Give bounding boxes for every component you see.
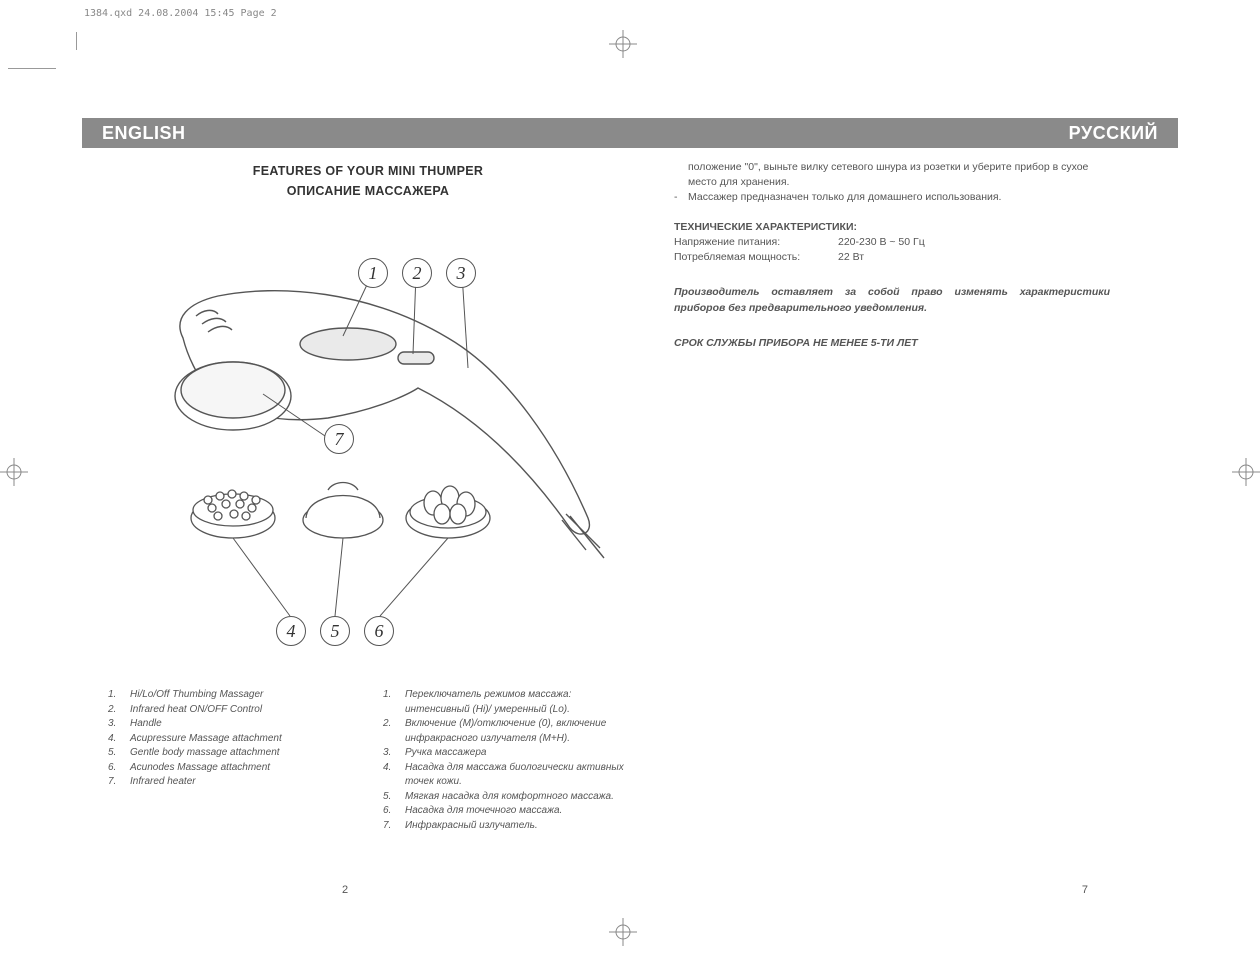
list-text: Насадка для точечного массажа.: [405, 804, 562, 819]
page-number-left: 2: [342, 884, 348, 896]
list-num: 5.: [108, 746, 130, 761]
list-num: 4.: [108, 732, 130, 747]
registration-mark-bottom: [609, 918, 637, 946]
bullet-dash: [674, 160, 688, 190]
list-num: 6.: [108, 761, 130, 776]
language-header-bar: ENGLISH РУССКИЙ: [82, 118, 1178, 148]
title-en: FEATURES OF YOUR MINI THUMPER: [108, 164, 628, 178]
list-text: Включение (M)/отключение (0), включение …: [405, 717, 628, 746]
list-num: 3.: [383, 746, 405, 761]
callout-3: 3: [446, 258, 476, 288]
list-num: 5.: [383, 790, 405, 805]
list-text: Насадка для массажа биологически активны…: [405, 761, 628, 790]
list-num: 2.: [108, 703, 130, 718]
list-num: 6.: [383, 804, 405, 819]
list-text: Инфракрасный излучатель.: [405, 819, 538, 834]
callout-1: 1: [358, 258, 388, 288]
feature-list-en: 1.Hi/Lo/Off Thumbing Massager 2.Infrared…: [108, 688, 353, 833]
spec-label: Потребляемая мощность:: [674, 250, 838, 265]
list-text: Acupressure Massage attachment: [130, 732, 282, 747]
list-num: 1.: [108, 688, 130, 703]
right-page: положение "0", выньте вилку сетевого шну…: [674, 160, 1110, 351]
lang-russian-label: РУССКИЙ: [1069, 123, 1158, 144]
registration-mark-left: [0, 458, 28, 486]
callout-2: 2: [402, 258, 432, 288]
spec-value: 22 Вт: [838, 250, 864, 265]
callout-7: 7: [324, 424, 354, 454]
list-num: 7.: [383, 819, 405, 834]
title-ru: ОПИСАНИЕ МАССАЖЕРА: [108, 184, 628, 198]
registration-mark-top: [609, 30, 637, 58]
list-num: 4.: [383, 761, 405, 790]
list-num: 7.: [108, 775, 130, 790]
list-text: Ручка массажера: [405, 746, 486, 761]
prepress-header: 1384.qxd 24.08.2004 15:45 Page 2: [84, 8, 277, 19]
list-text: Hi/Lo/Off Thumbing Massager: [130, 688, 263, 703]
lang-english-label: ENGLISH: [102, 123, 186, 144]
spec-row: Напряжение питания: 220-230 В ~ 50 Гц: [674, 235, 1110, 250]
crop-tick: [76, 32, 77, 50]
spec-value: 220-230 В ~ 50 Гц: [838, 235, 925, 250]
list-text: Infrared heater: [130, 775, 196, 790]
usage-notes-list: положение "0", выньте вилку сетевого шну…: [674, 160, 1110, 206]
list-text: Gentle body massage attachment: [130, 746, 280, 761]
list-text: Переключатель режимов массажа: интенсивн…: [405, 688, 628, 717]
callout-4: 4: [276, 616, 306, 646]
feature-list-ru: 1.Переключатель режимов массажа: интенси…: [383, 688, 628, 833]
bullet-dash: -: [674, 190, 688, 205]
list-text: Handle: [130, 717, 162, 732]
disclaimer-text: Производитель оставляет за собой право и…: [674, 285, 1110, 315]
list-num: 2.: [383, 717, 405, 746]
lifespan-text: СРОК СЛУЖБЫ ПРИБОРА НЕ МЕНЕЕ 5-ТИ ЛЕТ: [674, 336, 1110, 351]
list-num: 1.: [383, 688, 405, 717]
note-text: положение "0", выньте вилку сетевого шну…: [688, 160, 1110, 190]
registration-mark-right: [1232, 458, 1260, 486]
list-text: Мягкая насадка для комфортного массажа.: [405, 790, 614, 805]
list-text: Infrared heat ON/OFF Control: [130, 703, 262, 718]
specs-heading: ТЕХНИЧЕСКИЕ ХАРАКТЕРИСТИКИ:: [674, 220, 1110, 235]
list-num: 3.: [108, 717, 130, 732]
note-text: Массажер предназначен только для домашне…: [688, 190, 1001, 205]
product-diagram: 1 2 3 7 4 5 6: [118, 218, 618, 658]
spec-row: Потребляемая мощность: 22 Вт: [674, 250, 1110, 265]
page-number-right: 7: [1082, 884, 1088, 896]
left-page: FEATURES OF YOUR MINI THUMPER ОПИСАНИЕ М…: [108, 158, 628, 833]
titles-block: FEATURES OF YOUR MINI THUMPER ОПИСАНИЕ М…: [108, 164, 628, 198]
list-text: Acunodes Massage attachment: [130, 761, 270, 776]
feature-lists: 1.Hi/Lo/Off Thumbing Massager 2.Infrared…: [108, 688, 628, 833]
spec-label: Напряжение питания:: [674, 235, 838, 250]
callout-6: 6: [364, 616, 394, 646]
callout-5: 5: [320, 616, 350, 646]
crop-tick: [8, 68, 56, 69]
